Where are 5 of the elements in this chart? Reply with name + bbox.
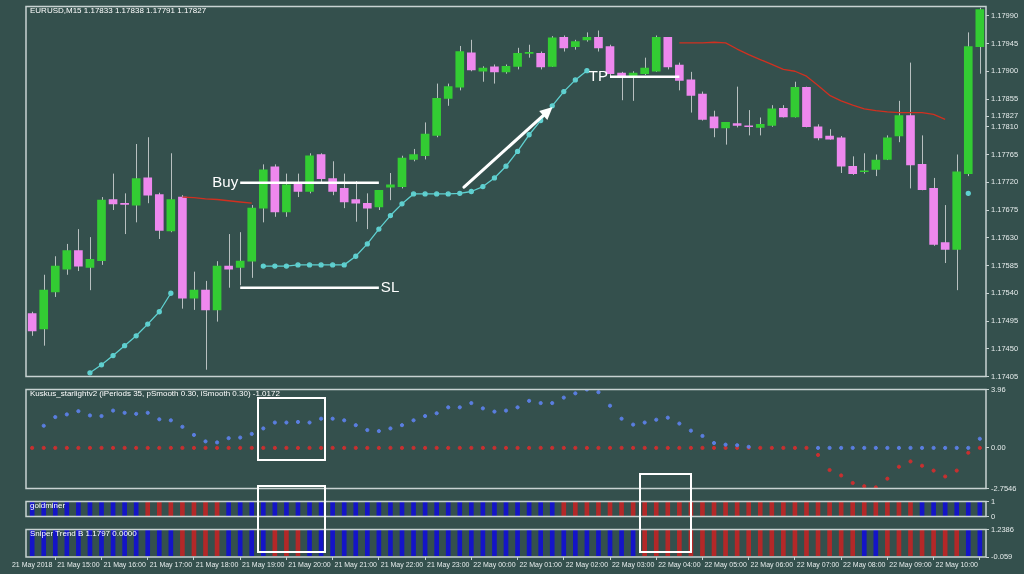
series-label: SL bbox=[380, 277, 400, 295]
series-label: Buy bbox=[212, 173, 239, 191]
series-label: TP bbox=[588, 66, 609, 84]
chart-title: EURUSD,M15 1.17833 1.17838 1.17791 1.17827 bbox=[30, 6, 207, 15]
chart-title: Kuskus_starlightv2 (iPeriods 35, pSmooth 0.30, iSmooth 0.30) -1.0172 bbox=[30, 389, 280, 398]
